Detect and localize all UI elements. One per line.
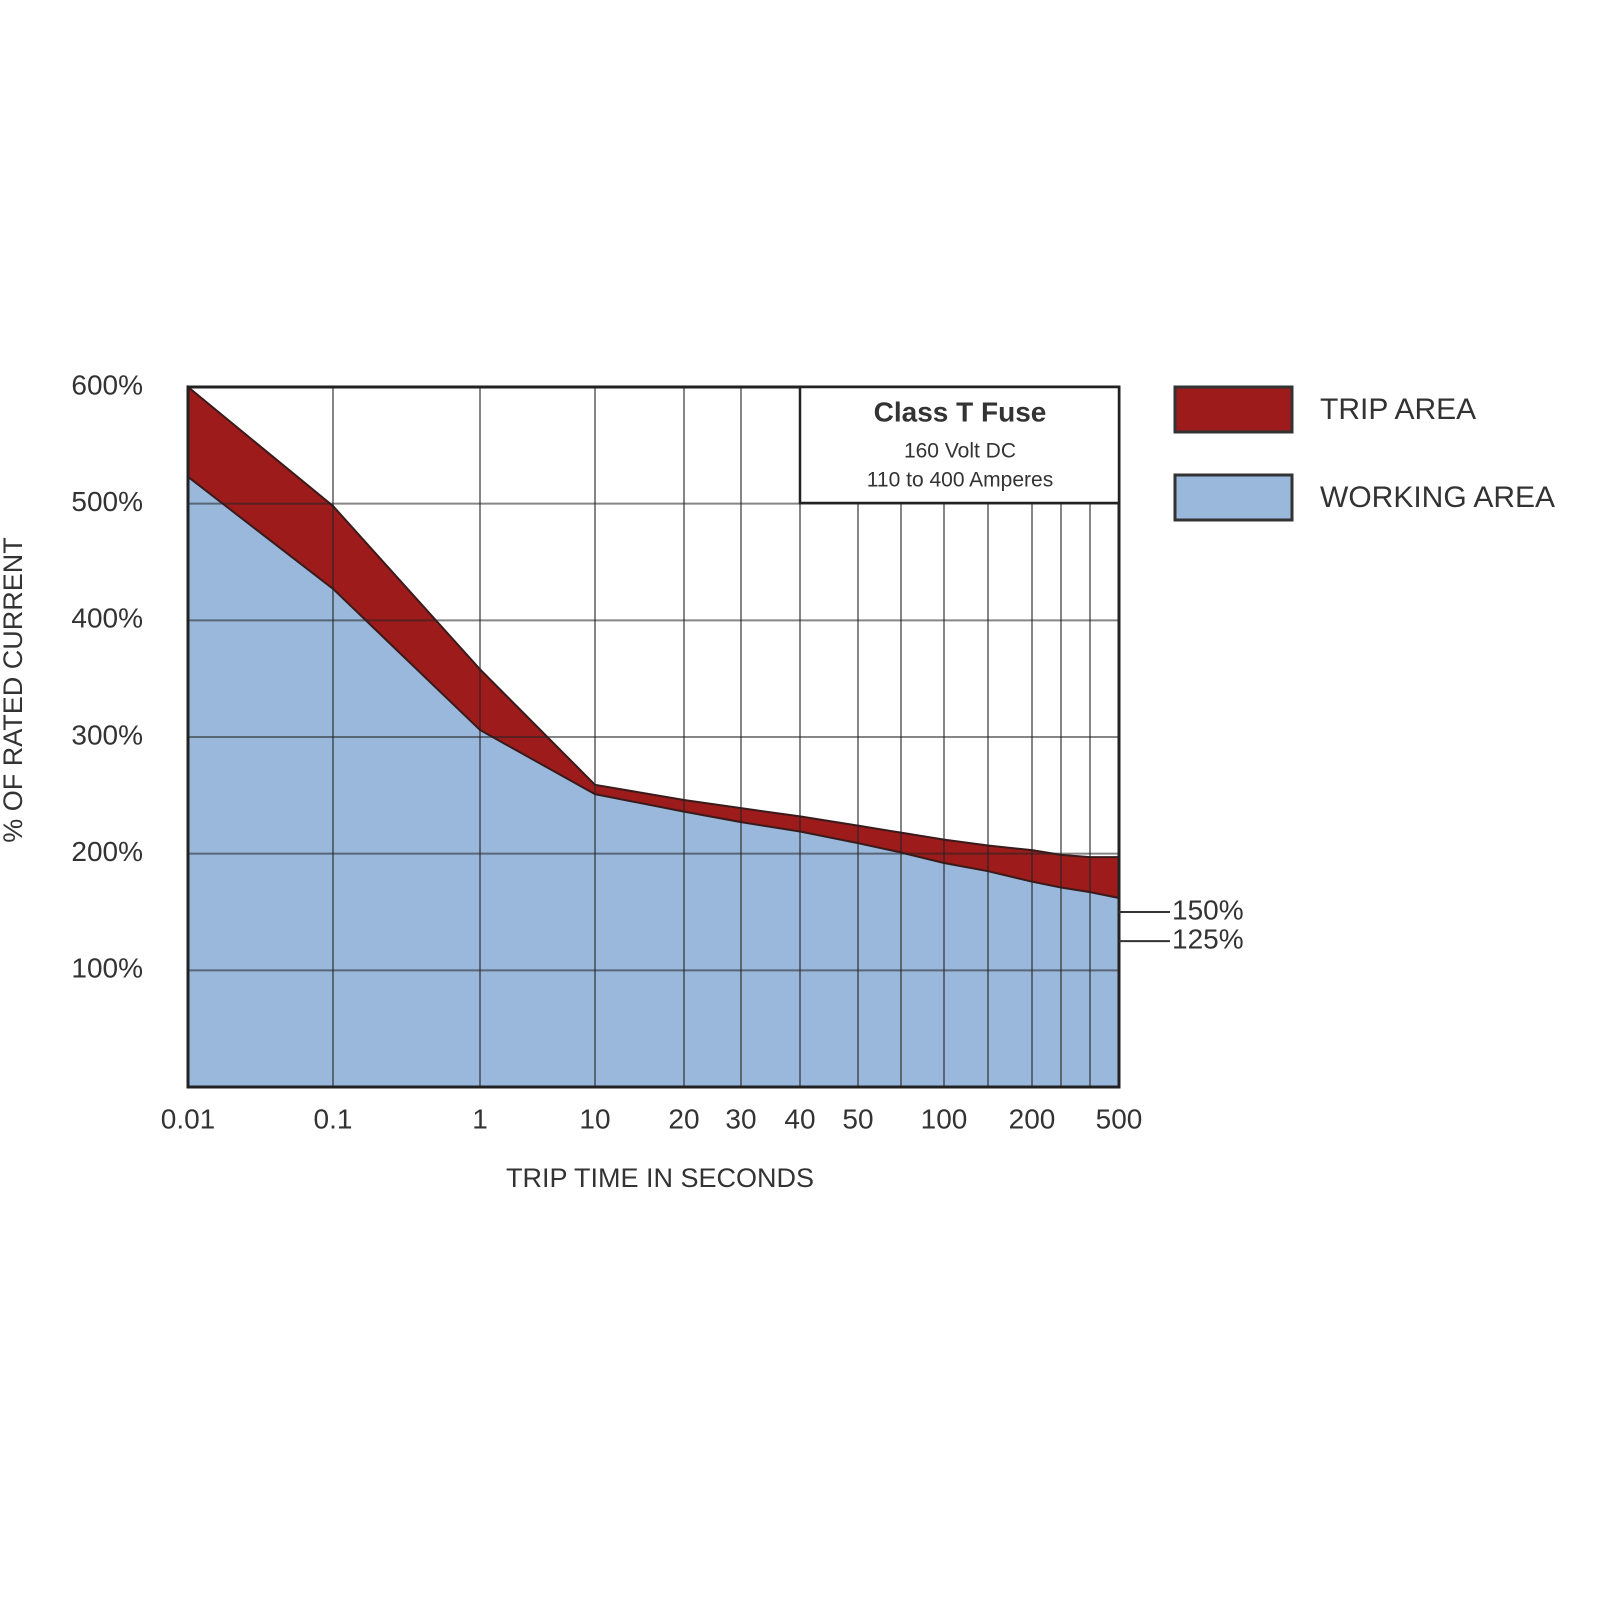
legend-label: WORKING AREA <box>1320 481 1555 514</box>
legend-label: TRIP AREA <box>1320 393 1476 426</box>
annotation-label: 125% <box>1172 924 1244 955</box>
plot-border <box>186 385 1121 1089</box>
x-tick-label: 50 <box>842 1103 873 1134</box>
info-subtitle: 110 to 400 Amperes <box>867 469 1053 492</box>
x-tick-label: 10 <box>579 1103 610 1134</box>
info-box <box>798 385 1121 505</box>
x-tick-label: 100 <box>921 1103 968 1134</box>
y-tick-label: 100% <box>71 953 143 984</box>
y-tick-label: 300% <box>71 719 143 750</box>
x-axis-label: TRIP TIME IN SECONDS <box>506 1163 814 1193</box>
x-tick-label: 500 <box>1096 1103 1143 1134</box>
y-tick-label: 500% <box>71 486 143 517</box>
info-title: Class T Fuse <box>874 396 1047 427</box>
x-tick-label: 200 <box>1009 1103 1056 1134</box>
y-tick-label: 200% <box>71 836 143 867</box>
area <box>187 474 1120 1088</box>
x-tick-label: 1 <box>472 1103 488 1134</box>
x-tick-label: 0.01 <box>161 1103 216 1134</box>
x-tick-label: 40 <box>784 1103 815 1134</box>
legend-swatch <box>1173 473 1294 522</box>
x-tick-label: 20 <box>668 1103 699 1134</box>
info-subtitle: 160 Volt DC <box>904 440 1016 463</box>
legend-swatch <box>1173 385 1294 434</box>
annotation-label: 150% <box>1172 894 1244 925</box>
y-axis-label: % OF RATED CURRENT <box>0 537 28 843</box>
y-tick-label: 600% <box>71 369 143 400</box>
y-tick-label: 400% <box>71 603 143 634</box>
x-tick-label: 30 <box>725 1103 756 1134</box>
x-tick-label: 0.1 <box>314 1103 353 1134</box>
